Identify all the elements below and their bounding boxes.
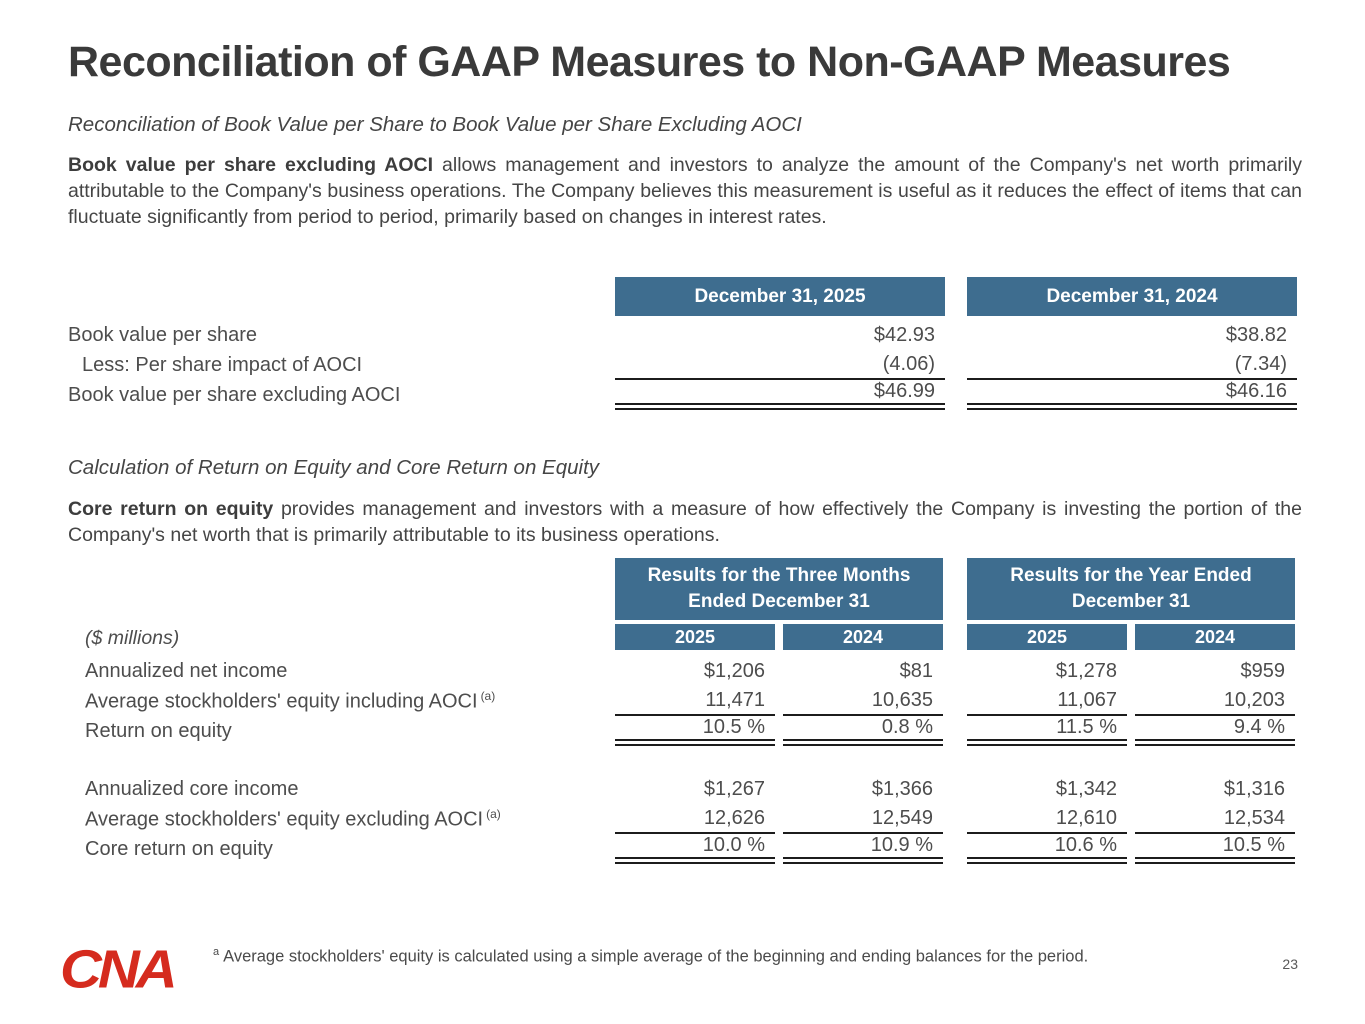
cell-value: 11,471 xyxy=(615,686,775,716)
cell-value: (4.06) xyxy=(615,350,945,380)
cell-value: 11.5 % xyxy=(967,716,1127,746)
cell-value: 0.8 % xyxy=(783,716,943,746)
cell-value: $1,206 xyxy=(703,659,765,682)
cell-value: $46.99 xyxy=(615,380,945,410)
row-label: Average stockholders' equity excluding A… xyxy=(85,806,501,831)
footnote-ref: (a) xyxy=(486,806,501,821)
year-header-2025: 2025 xyxy=(615,624,775,650)
table-row: Annualized net income $1,206 $81 $1,278 … xyxy=(68,656,1297,686)
section1-lead-rest: allows management and investors to analy… xyxy=(68,154,1302,228)
table-row: Core return on equity 10.0 % 10.9 % 10.6… xyxy=(68,834,1297,864)
cell-value: 11,067 xyxy=(967,686,1127,716)
cell-value: 10.5 % xyxy=(1135,834,1295,864)
cell-value: 12,626 xyxy=(615,804,775,834)
empty-cell xyxy=(68,558,615,620)
footnote-ref: (a) xyxy=(480,688,496,703)
spacer xyxy=(68,746,1297,774)
cell-value: 9.4 % xyxy=(1135,716,1295,746)
table-row: Annualized core income $1,267 $1,366 $1,… xyxy=(68,774,1297,804)
cell-value: $1,366 xyxy=(871,777,933,800)
cell-value: $959 xyxy=(1240,659,1286,682)
section1-paragraph: Book value per share excluding AOCI allo… xyxy=(68,152,1302,230)
cna-logo: CNA xyxy=(60,939,178,1000)
row-label: Book value per share xyxy=(68,323,258,346)
cell-value: 10,635 xyxy=(783,686,943,716)
year-header-2024: 2024 xyxy=(783,624,943,650)
row-label: Return on equity xyxy=(85,719,232,742)
units-label: ($ millions) xyxy=(85,627,180,649)
cell-value: 10,203 xyxy=(1135,686,1295,716)
cell-value: 12,534 xyxy=(1135,804,1295,834)
roe-table: Results for the Three Months Ended Decem… xyxy=(68,558,1297,864)
section2-lead-bold: Core return on equity xyxy=(68,498,274,520)
row-label: Annualized core income xyxy=(85,777,299,800)
roe-table-year-header-row: ($ millions) 2025 2024 2025 2024 xyxy=(68,624,1297,650)
cell-value: $38.82 xyxy=(1225,323,1287,346)
column-header-dec-2024: December 31, 2024 xyxy=(967,277,1297,316)
cell-value: $1,342 xyxy=(1055,777,1117,800)
page-title: Reconciliation of GAAP Measures to Non-G… xyxy=(68,38,1231,86)
roe-table-group-header-row: Results for the Three Months Ended Decem… xyxy=(68,558,1297,620)
section1-lead-bold: Book value per share excluding AOCI xyxy=(68,154,434,176)
cell-value: 10.5 % xyxy=(615,716,775,746)
group-header-year-ended: Results for the Year Ended December 31 xyxy=(967,558,1295,620)
page-number: 23 xyxy=(1282,956,1298,972)
row-label: Book value per share excluding AOCI xyxy=(68,383,401,406)
column-gap xyxy=(945,277,967,316)
year-header-2025: 2025 xyxy=(967,624,1127,650)
footnote: a Average stockholders' equity is calcula… xyxy=(213,946,1088,967)
table-row: Average stockholders' equity including A… xyxy=(68,686,1297,716)
cell-value: $81 xyxy=(899,659,933,682)
cell-value: 10.9 % xyxy=(783,834,943,864)
cell-value: 10.6 % xyxy=(967,834,1127,864)
cell-value: 10.0 % xyxy=(615,834,775,864)
cell-value: (7.34) xyxy=(967,350,1297,380)
row-label: Average stockholders' equity including A… xyxy=(85,688,496,713)
table-row: Return on equity 10.5 % 0.8 % 11.5 % 9.4… xyxy=(68,716,1297,746)
table-row: Book value per share $42.93 $38.82 xyxy=(68,320,1297,350)
footnote-marker: a xyxy=(213,946,220,958)
cell-value: $1,267 xyxy=(703,777,765,800)
cell-value: $1,316 xyxy=(1223,777,1285,800)
empty-cell xyxy=(68,277,615,316)
cell-value: $42.93 xyxy=(873,323,935,346)
footnote-text: Average stockholders' equity is calculat… xyxy=(223,947,1089,966)
cell-value: 12,610 xyxy=(967,804,1127,834)
table-row: Less: Per share impact of AOCI (4.06) (7… xyxy=(68,350,1297,380)
cell-value: $1,278 xyxy=(1055,659,1117,682)
year-header-2024: 2024 xyxy=(1135,624,1295,650)
group-header-three-months: Results for the Three Months Ended Decem… xyxy=(615,558,943,620)
row-label: Less: Per share impact of AOCI xyxy=(82,353,363,376)
cell-value: 12,549 xyxy=(783,804,943,834)
section2-lead-rest: provides management and investors with a… xyxy=(68,498,1302,546)
table-row: Book value per share excluding AOCI $46.… xyxy=(68,380,1297,410)
book-value-table: December 31, 2025 December 31, 2024 Book… xyxy=(68,277,1297,410)
column-header-dec-2025: December 31, 2025 xyxy=(615,277,945,316)
table-row: Average stockholders' equity excluding A… xyxy=(68,804,1297,834)
section2-paragraph: Core return on equity provides managemen… xyxy=(68,496,1302,548)
book-value-table-header-row: December 31, 2025 December 31, 2024 xyxy=(68,277,1297,316)
row-label: Annualized net income xyxy=(85,659,288,682)
column-gap xyxy=(943,558,967,620)
section2-heading: Calculation of Return on Equity and Core… xyxy=(68,456,600,479)
section1-heading: Reconciliation of Book Value per Share t… xyxy=(68,113,802,136)
cell-value: $46.16 xyxy=(967,380,1297,410)
row-label: Core return on equity xyxy=(85,837,273,860)
